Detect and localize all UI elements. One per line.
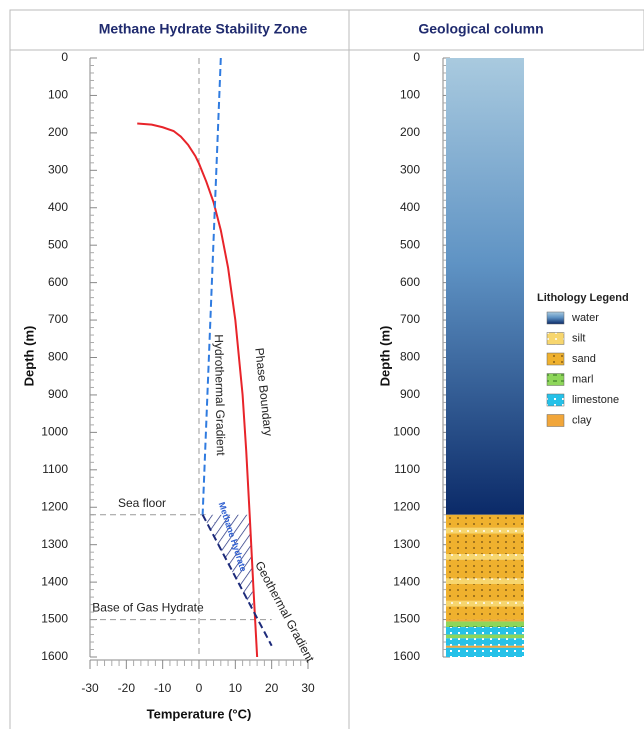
y-tick-label: 1600 (41, 649, 68, 663)
y-tick-label: 0 (61, 50, 68, 64)
panel-title: Methane Hydrate Stability Zone (99, 21, 308, 37)
layer (446, 578, 524, 584)
x-tick-label: -10 (154, 681, 172, 695)
y-tick-label: 1100 (394, 462, 420, 476)
x-tick-label: 10 (229, 681, 243, 695)
y-tick-label: 400 (400, 200, 420, 214)
x-tick-label: 0 (196, 681, 203, 695)
y-tick-label: 600 (400, 275, 420, 289)
y-tick-label: 800 (48, 350, 68, 364)
y-tick-label: 800 (400, 350, 420, 364)
layer (446, 584, 524, 601)
legend-swatch (547, 394, 564, 406)
y-tick-label: 600 (48, 275, 68, 289)
layer (446, 515, 524, 528)
series-label: Hydrothermal Gradient (212, 334, 228, 456)
legend-swatch (547, 374, 564, 386)
y-tick-label: 1100 (42, 462, 68, 476)
legend-swatch (547, 353, 564, 365)
layer (446, 627, 524, 634)
legend-label: clay (572, 414, 592, 426)
layer (446, 620, 524, 622)
x-axis-title: Temperature (°C) (147, 706, 252, 721)
layer (446, 635, 524, 639)
layer (446, 638, 524, 645)
y-tick-label: 700 (400, 312, 420, 326)
y-tick-label: 200 (400, 125, 420, 139)
y-tick-label: 300 (48, 162, 68, 176)
y-tick-label: 100 (400, 88, 420, 102)
layer (446, 554, 524, 560)
legend-swatch (547, 415, 564, 427)
layer (446, 621, 524, 627)
reference-label: Base of Gas Hydrate (92, 601, 204, 615)
figure: Methane Hydrate Stability Zone Geologica… (0, 0, 644, 729)
layer (446, 528, 524, 534)
x-tick-label: 30 (301, 681, 315, 695)
y-tick-label: 100 (48, 88, 68, 102)
y-tick-label: 1400 (393, 574, 420, 588)
y-axis-title: Depth (m) (377, 326, 392, 387)
layer (446, 646, 524, 648)
y-axis-title: Depth (m) (21, 326, 36, 387)
y-tick-label: 1200 (393, 499, 420, 513)
layer (446, 606, 524, 619)
legend-label: water (571, 312, 599, 324)
layer (446, 601, 524, 607)
y-tick-label: 900 (400, 387, 420, 401)
legend-title: Lithology Legend (537, 292, 629, 304)
y-tick-label: 0 (413, 50, 420, 64)
y-tick-label: 1000 (41, 425, 68, 439)
y-tick-label: 900 (48, 387, 68, 401)
y-tick-label: 1000 (393, 425, 420, 439)
y-tick-label: 500 (48, 237, 68, 251)
y-tick-label: 1500 (41, 612, 68, 626)
series-label: Phase Boundary (252, 347, 275, 437)
reference-label: Sea floor (118, 496, 166, 510)
y-tick-label: 1300 (41, 537, 68, 551)
y-tick-label: 500 (400, 237, 420, 251)
y-tick-label: 1500 (393, 612, 420, 626)
y-tick-label: 1200 (41, 499, 68, 513)
x-tick-label: 20 (265, 681, 279, 695)
legend-label: limestone (572, 394, 619, 406)
legend-swatch (547, 312, 564, 324)
layer (446, 533, 524, 554)
y-tick-label: 1300 (393, 537, 420, 551)
layer (446, 648, 524, 657)
y-tick-label: 700 (48, 312, 68, 326)
y-tick-label: 400 (48, 200, 68, 214)
layer (446, 58, 524, 515)
y-tick-label: 200 (48, 125, 68, 139)
x-tick-label: -20 (118, 681, 136, 695)
layer (446, 560, 524, 579)
panel-title: Geological column (418, 21, 543, 37)
y-tick-label: 1600 (393, 649, 420, 663)
series-label: Geothermal Gradient (252, 559, 317, 665)
legend-label: sand (572, 353, 596, 365)
legend-swatch (547, 333, 564, 345)
y-tick-label: 1400 (41, 574, 68, 588)
legend-label: marl (572, 373, 593, 385)
legend-label: silt (572, 332, 585, 344)
y-tick-label: 300 (400, 162, 420, 176)
x-tick-label: -30 (81, 681, 99, 695)
